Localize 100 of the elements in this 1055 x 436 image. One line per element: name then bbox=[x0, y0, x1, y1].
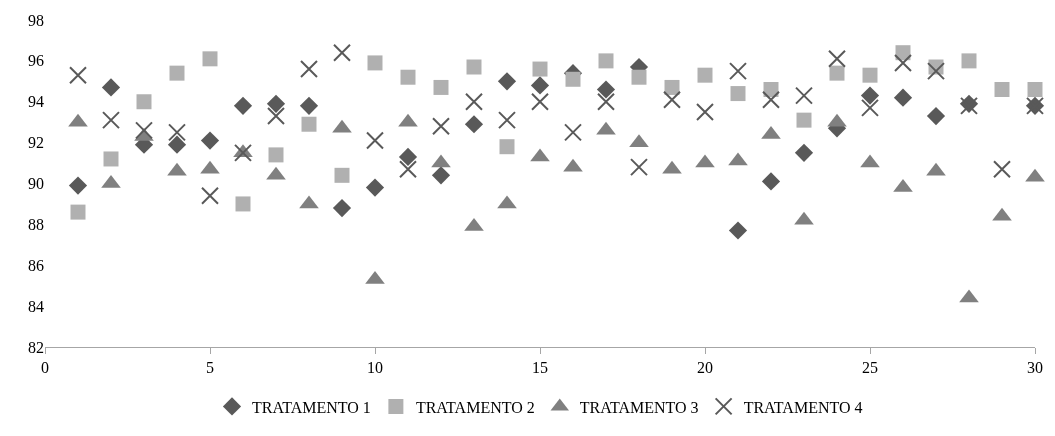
point bbox=[168, 123, 186, 142]
point bbox=[530, 148, 550, 162]
x-tick-label: 10 bbox=[367, 359, 383, 377]
point bbox=[431, 154, 451, 168]
legend-label: TRATAMENTO 3 bbox=[579, 398, 699, 416]
point bbox=[169, 65, 185, 81]
point bbox=[829, 65, 845, 81]
point bbox=[697, 67, 713, 83]
point bbox=[301, 116, 317, 132]
point bbox=[893, 88, 913, 107]
point bbox=[696, 102, 714, 121]
point bbox=[959, 289, 979, 303]
point bbox=[794, 211, 814, 225]
point bbox=[497, 72, 517, 91]
x-tick-label: 5 bbox=[206, 359, 214, 377]
point bbox=[728, 152, 748, 166]
point bbox=[695, 154, 715, 168]
point bbox=[332, 198, 352, 218]
point bbox=[630, 158, 648, 177]
point bbox=[464, 217, 484, 231]
point bbox=[201, 186, 219, 205]
point bbox=[135, 121, 153, 140]
point bbox=[464, 115, 484, 134]
point bbox=[299, 96, 319, 115]
point bbox=[596, 80, 616, 99]
point bbox=[266, 94, 286, 113]
point bbox=[598, 53, 614, 69]
point bbox=[565, 71, 581, 87]
point bbox=[366, 131, 384, 150]
point bbox=[266, 166, 286, 180]
point bbox=[761, 172, 781, 191]
point bbox=[597, 92, 615, 111]
point bbox=[926, 162, 946, 176]
point bbox=[961, 53, 977, 69]
point bbox=[367, 55, 383, 71]
x-tick-label: 30 bbox=[1027, 359, 1043, 377]
point bbox=[200, 131, 220, 150]
point bbox=[993, 160, 1011, 179]
point bbox=[267, 107, 285, 126]
point bbox=[103, 151, 119, 167]
point bbox=[466, 59, 482, 75]
point bbox=[762, 90, 780, 109]
point bbox=[860, 86, 880, 105]
point bbox=[563, 158, 583, 172]
point bbox=[499, 139, 515, 155]
point bbox=[69, 66, 87, 85]
point bbox=[994, 81, 1010, 97]
point bbox=[300, 60, 318, 79]
x-tick-label: 25 bbox=[862, 359, 878, 377]
point bbox=[68, 176, 88, 195]
point bbox=[631, 69, 647, 85]
point bbox=[334, 167, 350, 183]
point bbox=[1025, 168, 1045, 182]
y-tick-label: 98 bbox=[28, 11, 44, 29]
point bbox=[827, 113, 847, 127]
point bbox=[432, 117, 450, 136]
point bbox=[497, 195, 517, 209]
point bbox=[333, 43, 351, 62]
point bbox=[663, 90, 681, 109]
point bbox=[926, 106, 946, 126]
point bbox=[992, 207, 1012, 221]
point bbox=[498, 111, 516, 130]
point bbox=[531, 92, 549, 111]
point bbox=[728, 221, 748, 240]
point bbox=[662, 160, 682, 174]
y-tick-label: 84 bbox=[28, 297, 44, 315]
x-tick-label: 15 bbox=[532, 359, 548, 377]
y-tick-label: 86 bbox=[28, 256, 44, 274]
y-tick-label: 88 bbox=[28, 215, 44, 233]
point bbox=[433, 79, 449, 95]
y-tick-label: 96 bbox=[28, 52, 44, 70]
point bbox=[202, 51, 218, 67]
legend-label: TRATAMENTO 2 bbox=[415, 398, 535, 416]
point bbox=[860, 154, 880, 168]
point bbox=[828, 49, 846, 68]
point bbox=[233, 96, 253, 115]
y-tick-label: 94 bbox=[28, 93, 44, 111]
point bbox=[927, 62, 945, 81]
point bbox=[431, 166, 451, 185]
point bbox=[200, 160, 220, 174]
point bbox=[68, 113, 88, 127]
point bbox=[398, 113, 418, 127]
point bbox=[400, 69, 416, 85]
legend-label: TRATAMENTO 1 bbox=[252, 398, 371, 416]
point bbox=[729, 62, 747, 81]
point bbox=[530, 76, 550, 95]
point bbox=[299, 195, 319, 209]
point bbox=[399, 160, 417, 179]
x-tick-label: 0 bbox=[41, 359, 49, 377]
point bbox=[796, 112, 812, 128]
point bbox=[532, 61, 548, 77]
point bbox=[167, 135, 187, 154]
point bbox=[167, 162, 187, 176]
point bbox=[861, 98, 879, 117]
point bbox=[894, 53, 912, 72]
point bbox=[664, 79, 680, 95]
point bbox=[268, 147, 284, 163]
point bbox=[1027, 81, 1043, 97]
point bbox=[365, 178, 385, 197]
point bbox=[465, 92, 483, 111]
